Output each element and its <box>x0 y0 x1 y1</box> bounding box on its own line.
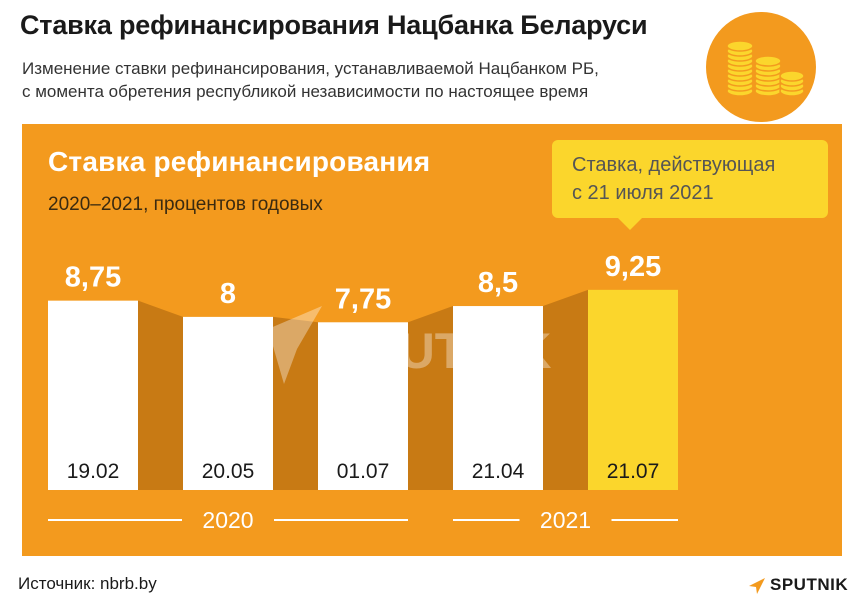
bar <box>318 322 408 490</box>
bar-date-label: 21.07 <box>607 460 660 483</box>
sputnik-logo-text: SPUTNIK <box>770 575 849 594</box>
page-subtitle: Изменение ставки рефинансирования, устан… <box>22 57 702 103</box>
current-rate-callout: Ставка, действующая с 21 июля 2021 <box>552 140 828 218</box>
bar <box>48 300 138 490</box>
page-title: Ставка рефинансирования Нацбанка Беларус… <box>20 10 648 40</box>
bar-value-label: 7,75 <box>335 283 391 315</box>
bar-date-label: 19.02 <box>67 460 120 483</box>
sputnik-logo-icon <box>749 578 765 594</box>
source-note: Источник: nbrb.by <box>18 574 157 593</box>
sputnik-logo: SPUTNIK <box>748 575 848 599</box>
bar-date-label: 21.04 <box>472 460 525 483</box>
bar-value-label: 9,25 <box>605 251 661 283</box>
bar-connector <box>543 289 588 490</box>
bar-connector <box>273 316 318 490</box>
bar-value-label: 8,5 <box>478 267 518 299</box>
bar-value-label: 8 <box>220 278 236 310</box>
callout-pointer <box>618 218 642 230</box>
callout-line-1: Ставка, действующая <box>572 154 776 176</box>
subtitle-line-2: с момента обретения республикой независи… <box>22 82 589 101</box>
year-group-label: 2021 <box>540 507 591 533</box>
watermark-logo-icon <box>268 306 322 384</box>
bar-date-label: 01.07 <box>337 460 390 483</box>
bar-value-label: 8,75 <box>65 262 121 294</box>
callout-line-2: с 21 июля 2021 <box>572 182 714 204</box>
bar <box>183 316 273 490</box>
bar <box>588 289 678 490</box>
bar-date-label: 20.05 <box>202 460 255 483</box>
chart-panel: Ставка рефинансирования 2020–2021, проце… <box>22 124 842 556</box>
chart-subtitle: 2020–2021, процентов годовых <box>48 194 323 215</box>
subtitle-line-1: Изменение ставки рефинансирования, устан… <box>22 59 599 78</box>
chart-title: Ставка рефинансирования <box>48 146 431 177</box>
bar <box>453 306 543 490</box>
year-group-label: 2020 <box>202 507 253 533</box>
coins-icon <box>706 12 816 122</box>
bar-chart: SPUTNIK 8,7519.02820.057,7501.078,521.04… <box>48 251 678 533</box>
bar-connector <box>408 306 453 490</box>
bar-connector <box>138 300 183 490</box>
